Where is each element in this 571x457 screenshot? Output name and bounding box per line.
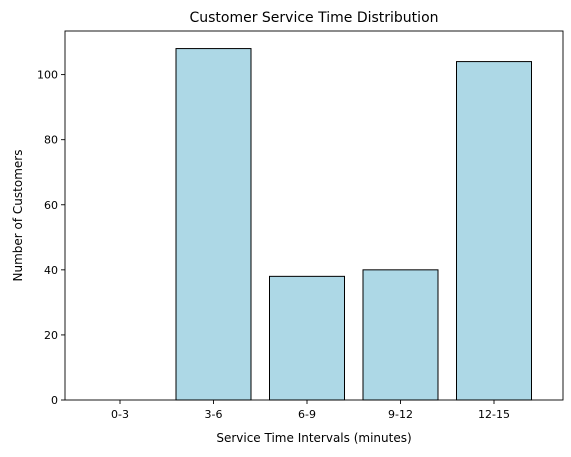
y-axis-label: Number of Customers	[11, 150, 25, 282]
bar-9-12	[362, 269, 439, 401]
y-axis: 0 20 40 60 80 100	[37, 69, 65, 407]
y-tick-label: 40	[44, 264, 58, 277]
bars-layer	[175, 48, 532, 401]
plot-area	[64, 30, 564, 401]
x-tick-label: 0-3	[111, 408, 129, 421]
y-tick-label: 100	[37, 69, 58, 82]
bar-6-9	[269, 275, 345, 401]
y-tick-label: 60	[44, 199, 58, 212]
x-tick-label: 6-9	[298, 408, 316, 421]
chart-title: Customer Service Time Distribution	[189, 10, 438, 26]
y-tick-label: 20	[44, 329, 58, 342]
bar-12-15	[456, 61, 532, 401]
x-tick-label: 12-15	[478, 408, 510, 421]
x-tick-label: 9-12	[388, 408, 413, 421]
x-axis-label: Service Time Intervals (minutes)	[216, 431, 411, 445]
bar-3-6	[175, 48, 252, 401]
plot-frame	[64, 30, 564, 401]
y-tick-label: 0	[51, 394, 58, 407]
x-axis: 0-3 3-6 6-9 9-12 12-15	[111, 400, 510, 421]
x-tick-label: 3-6	[205, 408, 223, 421]
y-tick-label: 80	[44, 134, 58, 147]
